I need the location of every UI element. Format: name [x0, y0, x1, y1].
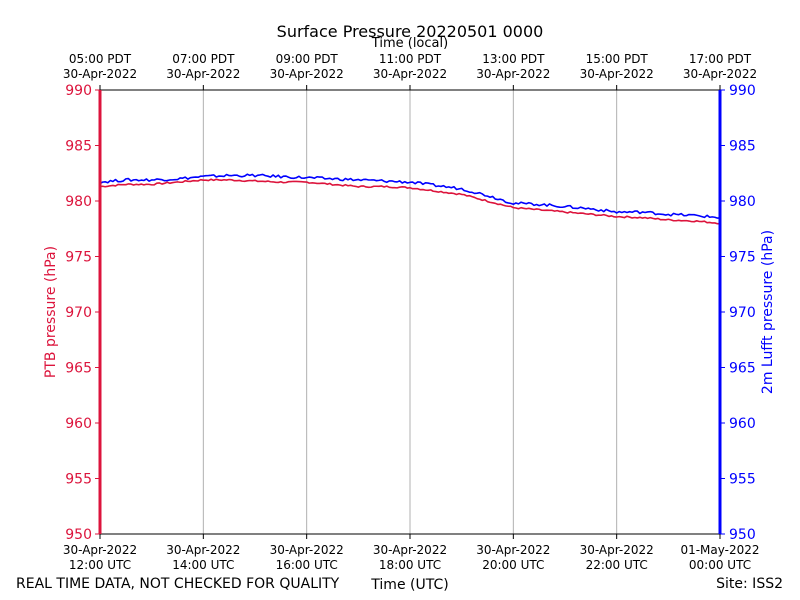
y-tick-label-right: 985: [729, 139, 756, 155]
site-label: Site: ISS2: [716, 576, 783, 592]
x-top-tick-label-date: 30-Apr-2022: [580, 67, 654, 81]
y-tick-label-right: 950: [729, 527, 756, 543]
y-tick-label-right: 980: [729, 194, 756, 210]
right-y-axis-label: 2m Lufft pressure (hPa): [760, 230, 776, 394]
right-y-axis: 950 955 960 965 970 975 980 985 990: [720, 83, 756, 543]
x-top-tick-label-date: 30-Apr-2022: [476, 67, 550, 81]
y-tick-label-left: 950: [65, 527, 92, 543]
grid-lines: [202, 90, 618, 534]
x-top-tick-label-date: 30-Apr-2022: [373, 67, 447, 81]
x-top-tick-label-time: 05:00 PDT: [69, 52, 132, 66]
y-tick-label-right: 960: [729, 416, 756, 432]
lufft-pressure-line: [99, 173, 721, 219]
y-tick-label-left: 985: [65, 139, 92, 155]
x-top-tick-label-time: 17:00 PDT: [689, 52, 752, 66]
x-tick-label-time: 20:00 UTC: [482, 558, 544, 572]
y-tick-label-left: 955: [65, 472, 92, 488]
x-top-tick-label-time: 11:00 PDT: [379, 52, 442, 66]
y-tick-label-right: 955: [729, 472, 756, 488]
x-tick-label-date: 30-Apr-2022: [63, 543, 137, 557]
x-tick-label-time: 22:00 UTC: [586, 558, 648, 572]
x-top-tick-label-date: 30-Apr-2022: [683, 67, 757, 81]
x-top-tick-label-date: 30-Apr-2022: [270, 67, 344, 81]
y-tick-label-right: 970: [729, 305, 756, 321]
x-top-tick-label-time: 15:00 PDT: [586, 52, 649, 66]
chart-title: Surface Pressure 20220501 0000: [277, 22, 544, 41]
y-tick-label-right: 990: [729, 83, 756, 99]
left-y-axis: 950 955 960 965 970 975 980 985 990: [65, 83, 100, 543]
y-tick-label-left: 980: [65, 194, 92, 210]
x-tick-label-date: 30-Apr-2022: [580, 543, 654, 557]
x-tick-label-time: 12:00 UTC: [69, 558, 131, 572]
y-tick-label-left: 990: [65, 83, 92, 99]
quality-note: REAL TIME DATA, NOT CHECKED FOR QUALITY: [16, 576, 340, 592]
x-top-tick-label-date: 30-Apr-2022: [63, 67, 137, 81]
x-tick-label-date: 30-Apr-2022: [166, 543, 240, 557]
y-tick-label-left: 960: [65, 416, 92, 432]
x-tick-label-time: 16:00 UTC: [276, 558, 338, 572]
x-top-tick-label-time: 07:00 PDT: [172, 52, 235, 66]
x-tick-label-time: 14:00 UTC: [172, 558, 234, 572]
x-top-tick-label-time: 13:00 PDT: [482, 52, 545, 66]
y-tick-label-left: 965: [65, 361, 92, 377]
y-tick-label-left: 970: [65, 305, 92, 321]
x-tick-label-date: 01-May-2022: [680, 543, 759, 557]
y-tick-label-right: 965: [729, 361, 756, 377]
y-tick-label-left: 975: [65, 250, 92, 266]
x-tick-label-time: 00:00 UTC: [689, 558, 751, 572]
x-tick-label-time: 18:00 UTC: [379, 558, 441, 572]
x-tick-label-date: 30-Apr-2022: [476, 543, 550, 557]
x-top-tick-label-time: 09:00 PDT: [276, 52, 339, 66]
left-y-axis-label: PTB pressure (hPa): [43, 246, 59, 378]
ptb-pressure-line: [99, 178, 721, 225]
x-tick-label-date: 30-Apr-2022: [270, 543, 344, 557]
x-axis-label: Time (UTC): [370, 577, 448, 593]
x-top-tick-label-date: 30-Apr-2022: [166, 67, 240, 81]
y-tick-label-right: 975: [729, 250, 756, 266]
top-axis-label: Time (local): [371, 36, 448, 51]
series-layer: [99, 173, 721, 225]
x-tick-label-date: 30-Apr-2022: [373, 543, 447, 557]
